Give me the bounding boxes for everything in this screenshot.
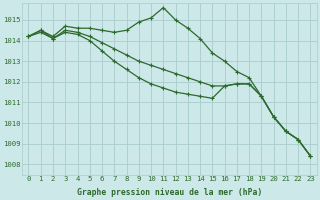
X-axis label: Graphe pression niveau de la mer (hPa): Graphe pression niveau de la mer (hPa) [77, 188, 262, 197]
